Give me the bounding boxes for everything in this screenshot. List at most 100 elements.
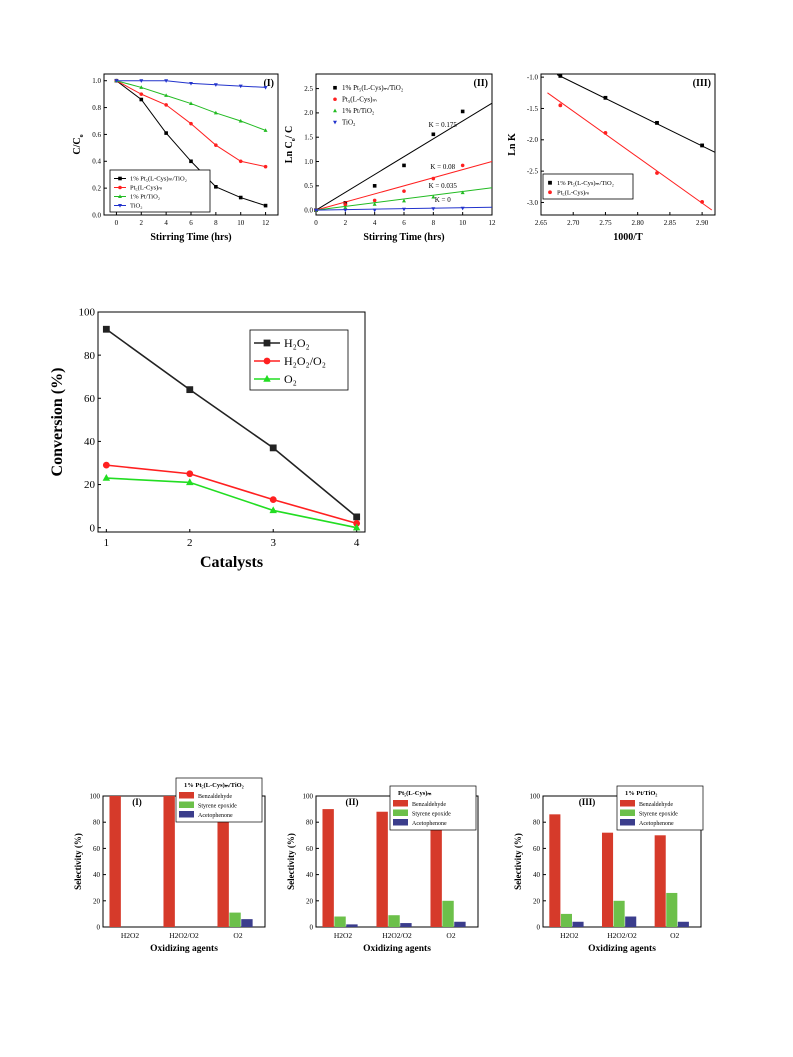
x-axis-label: Oxidizing agents bbox=[588, 944, 656, 954]
plot-frame bbox=[97, 311, 366, 533]
series-line bbox=[106, 477, 357, 529]
y-axis-label: Selectivity (%) bbox=[286, 833, 296, 890]
data-point bbox=[238, 159, 243, 164]
data-point bbox=[114, 79, 119, 83]
data-point bbox=[655, 120, 659, 125]
x-axis-label: 1000/T bbox=[613, 232, 643, 243]
data-point bbox=[263, 85, 268, 90]
panel-label: (II) bbox=[474, 78, 488, 89]
y-tick-label: 0.6 bbox=[92, 131, 101, 139]
y-tick-label: 40 bbox=[533, 871, 541, 879]
y-tick-label: 0.8 bbox=[92, 104, 101, 112]
legend-marker bbox=[548, 190, 552, 195]
legend-box bbox=[109, 169, 211, 213]
y-axis-label-main: Ln C bbox=[284, 141, 295, 163]
legend-marker bbox=[263, 374, 271, 382]
category-label: H2O2/O2 bbox=[607, 931, 637, 940]
bar bbox=[625, 916, 637, 927]
bar bbox=[613, 900, 625, 927]
x-tick-label: 2.85 bbox=[664, 219, 677, 227]
legend-marker bbox=[118, 204, 122, 208]
data-point bbox=[402, 207, 406, 212]
y-tick-label: 60 bbox=[84, 393, 96, 405]
panel-label: (III) bbox=[579, 797, 596, 807]
data-point bbox=[603, 131, 608, 135]
x-tick-label: 2.90 bbox=[696, 219, 709, 227]
y-tick-label: 20 bbox=[306, 897, 314, 905]
legend: 1% Pt/TiO₂ Benzaldehyde Styrene epoxide Ace… bbox=[616, 785, 704, 831]
y-tick-label: 0.2 bbox=[92, 184, 101, 192]
y-axis-label: Selectivity (%) bbox=[513, 833, 523, 890]
legend-swatch bbox=[620, 809, 635, 816]
data-point bbox=[431, 207, 436, 211]
bar bbox=[601, 832, 614, 927]
y-tick-label: 0 bbox=[310, 924, 314, 932]
x-tick-label: 8 bbox=[214, 219, 218, 227]
legend-label: 1% Pt₅(L-Cys)ₘ/TiO₂ bbox=[130, 176, 187, 183]
data-point bbox=[558, 73, 563, 78]
legend-swatch bbox=[179, 801, 194, 808]
y-tick-label: 100 bbox=[530, 793, 541, 801]
category-label: O2 bbox=[233, 931, 242, 940]
bar bbox=[346, 924, 358, 927]
legend-label: TiO₂ bbox=[342, 119, 356, 127]
legend-title: 1% Pt₅(L-Cys)ₘ/TiO₂ bbox=[184, 782, 244, 789]
data-point bbox=[343, 202, 348, 207]
legend-box bbox=[542, 173, 634, 200]
x-tick-label: 12 bbox=[489, 219, 497, 227]
data-point bbox=[655, 171, 659, 175]
legend-label: TiO₂ bbox=[130, 203, 143, 210]
y-axis-label-main: Ln K bbox=[507, 133, 518, 156]
y-tick-label: 2.0 bbox=[304, 109, 313, 117]
y-tick-label: 40 bbox=[93, 871, 101, 879]
fit-line bbox=[547, 92, 713, 211]
bar bbox=[388, 915, 400, 927]
y-tick-label: 20 bbox=[533, 897, 541, 905]
bar bbox=[322, 809, 334, 927]
y-tick-label: 0 bbox=[90, 522, 96, 534]
legend-swatch bbox=[620, 800, 635, 807]
y-tick-label: 60 bbox=[533, 845, 541, 853]
x-tick-label: 4 bbox=[164, 219, 168, 227]
bar bbox=[549, 814, 561, 927]
bar bbox=[376, 811, 388, 927]
bar bbox=[163, 796, 175, 927]
x-tick-label: 6 bbox=[402, 219, 406, 227]
series bbox=[102, 473, 361, 531]
legend-marker bbox=[263, 339, 271, 347]
legend: 1% Pt₅(L-Cys)ₘ/TiO₂ Pt₅(L-Cys)ₘ bbox=[542, 173, 634, 200]
legend-marker bbox=[118, 185, 122, 190]
y-tick-label: 60 bbox=[93, 845, 101, 853]
legend: H₂O₂ H₂O₂/O₂ O₂ bbox=[249, 329, 349, 391]
data-point bbox=[186, 386, 194, 394]
x-tick-label: 4 bbox=[354, 537, 360, 549]
chart-selectivity-I: 0 20 40 60 80 100 H2O2 H2O2/O2 O2 Oxidizing agent… bbox=[73, 777, 266, 954]
data-point bbox=[189, 159, 193, 164]
data-point bbox=[269, 444, 277, 452]
legend-swatch bbox=[393, 819, 408, 826]
data-point bbox=[164, 79, 169, 83]
x-tick-label: 6 bbox=[189, 219, 193, 227]
series bbox=[102, 325, 361, 521]
y-axis-label: Ln Co/ C bbox=[284, 126, 297, 163]
fit-line bbox=[556, 74, 716, 153]
x-tick-label: 3 bbox=[270, 537, 276, 549]
bar bbox=[454, 921, 466, 927]
data-point bbox=[214, 185, 218, 189]
data-point bbox=[238, 84, 243, 89]
bar bbox=[560, 913, 572, 927]
data-point bbox=[263, 128, 268, 132]
legend-swatch bbox=[620, 819, 635, 826]
series: K = 0.175 bbox=[314, 102, 493, 212]
y-tick-label: 0.0 bbox=[304, 206, 313, 214]
x-tick-label: 4 bbox=[373, 219, 377, 227]
legend-label: Benzaldehyde bbox=[412, 802, 446, 808]
y-tick-label: 80 bbox=[533, 819, 541, 827]
legend-label: Benzaldehyde bbox=[198, 794, 232, 800]
legend-label: 1% Pt/TiO₂ bbox=[130, 194, 160, 201]
series: K = 0.035 bbox=[314, 182, 493, 212]
legend-title: Pt₅(L-Cys)ₘ bbox=[398, 790, 432, 797]
category-label: H2O2 bbox=[560, 931, 579, 940]
category-label: H2O2 bbox=[334, 931, 353, 940]
legend-label: Styrene epoxide bbox=[412, 812, 451, 818]
